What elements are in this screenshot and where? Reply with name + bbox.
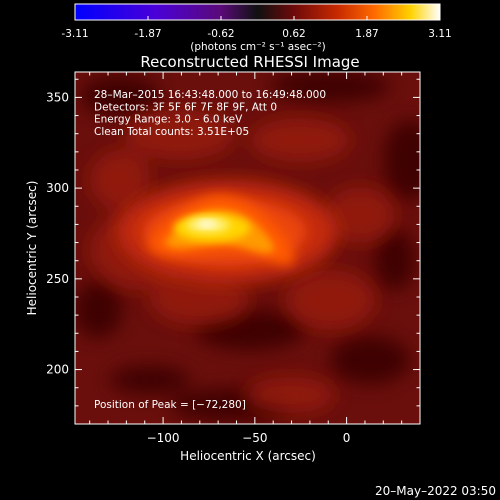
colorbar-tick-label: -3.11 xyxy=(61,28,88,40)
flare-source xyxy=(118,180,338,284)
plot-frame xyxy=(74,71,421,425)
colorbar-tick-label: 0.62 xyxy=(282,28,305,40)
image-panel xyxy=(75,72,420,424)
info-line: Energy Range: 3.0 – 6.0 keV xyxy=(94,114,243,126)
colorbar-gradient xyxy=(74,3,441,21)
y-tick-label: 350 xyxy=(46,90,69,104)
x-axis-ticks: −100 −50 0 xyxy=(89,72,421,445)
colorbar-unit-label: (photons cm⁻² s⁻¹ asec⁻²) xyxy=(190,41,325,53)
info-line: 28–Mar–2015 16:43:48.000 to 16:49:48.000 xyxy=(94,89,326,101)
colorbar-tick-label: 3.11 xyxy=(428,28,451,40)
colorbar-tick-label: 1.87 xyxy=(355,28,378,40)
colorbar-tick-label: -1.87 xyxy=(134,28,161,40)
plot-title: Reconstructed RHESSI Image xyxy=(140,53,359,71)
observation-info: 28–Mar–2015 16:43:48.000 to 16:49:48.000… xyxy=(94,89,326,138)
x-tick-label: 0 xyxy=(343,431,351,445)
y-tick-label: 300 xyxy=(46,181,69,195)
x-axis-label: Heliocentric X (arcsec) xyxy=(180,449,316,463)
x-tick-label: −50 xyxy=(242,431,267,445)
info-line: Clean Total counts: 3.51E+05 xyxy=(94,126,249,138)
y-tick-label: 200 xyxy=(46,363,69,377)
y-axis-ticks: 200 250 300 350 xyxy=(46,78,420,425)
footer-timestamp: 20–May–2022 03:50 xyxy=(375,484,496,498)
peak-position-label: Position of Peak = [−72,280] xyxy=(94,399,246,411)
colorbar-tick-label: -0.62 xyxy=(207,28,234,40)
colorbar: -3.11 -1.87 -0.62 0.62 1.87 3.11 (photons cm⁻… xyxy=(61,3,452,53)
y-tick-label: 250 xyxy=(46,272,69,286)
info-line: Detectors: 3F 5F 6F 7F 8F 9F, Att 0 xyxy=(94,101,277,113)
y-axis-label: Heliocentric Y (arcsec) xyxy=(25,181,39,316)
colorbar-ticks: -3.11 -1.87 -0.62 0.62 1.87 3.11 xyxy=(61,16,452,40)
x-tick-label: −100 xyxy=(147,431,180,445)
